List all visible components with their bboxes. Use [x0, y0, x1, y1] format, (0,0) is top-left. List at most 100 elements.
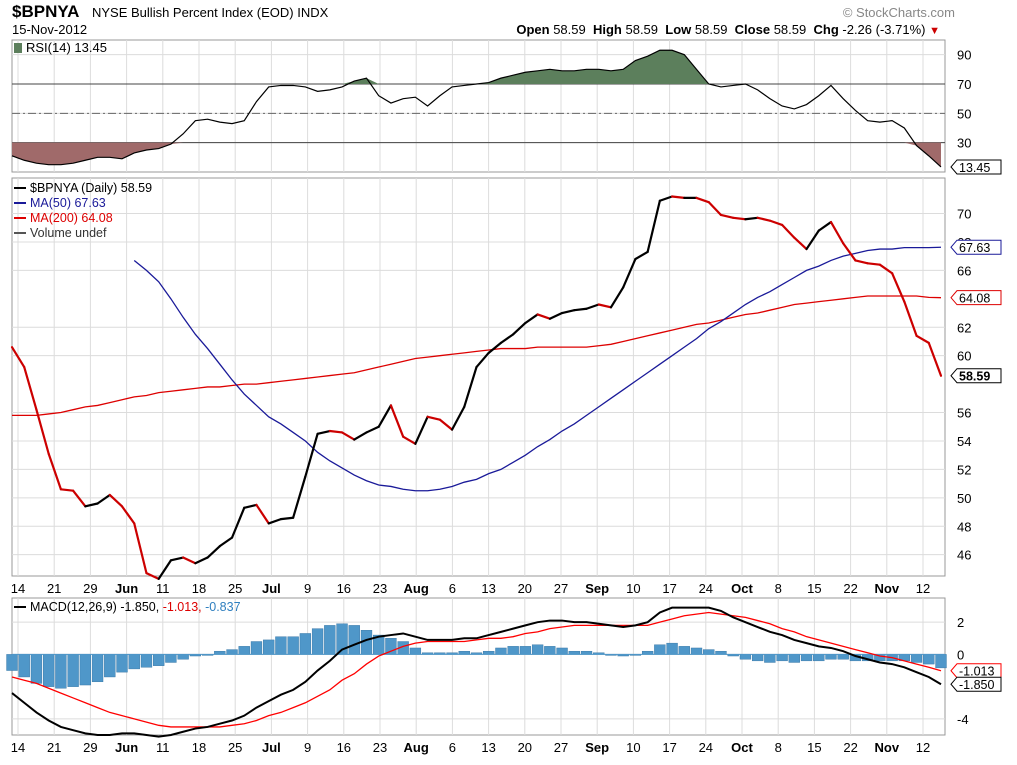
price-panel-frame: [11, 177, 946, 577]
exchange-label: INDX: [297, 5, 329, 20]
price-line-segment: [817, 220, 833, 232]
macd-histogram-bar: [703, 649, 715, 655]
macd-histogram-bar: [825, 654, 837, 660]
price-x-tick-label: 24: [699, 581, 713, 596]
price-line-segment: [10, 346, 26, 369]
macd-x-tick-label: Aug: [404, 740, 429, 755]
ma200-line: [12, 295, 942, 417]
macd-histogram-bar: [165, 654, 177, 663]
price-line-segment: [218, 536, 234, 548]
macd-x-tick-label: 10: [626, 740, 640, 755]
macd-histogram-bar: [654, 644, 666, 655]
macd-histogram-bar: [690, 647, 703, 655]
price-x-tick-label: 12: [916, 581, 930, 596]
price-line-segment: [854, 259, 869, 265]
macd-histogram-bar: [91, 654, 104, 683]
down-arrow-icon: ▼: [929, 25, 940, 37]
macd-histogram-bar: [666, 642, 678, 655]
rsi-legend-icon: [14, 43, 22, 53]
macd-legend-part: -0.837: [205, 600, 240, 614]
rsi-y-tick-label: 70: [957, 77, 971, 92]
close-value: 58.59: [773, 22, 807, 37]
price-legend-label: $BPNYA (Daily) 58.59: [30, 181, 152, 195]
ohlc-summary: Open 58.59 High 58.59 Low 58.59 Close 58…: [516, 22, 940, 37]
macd-histogram-bar: [519, 646, 532, 655]
price-line-segment: [499, 333, 515, 344]
price-x-tick-label: 29: [83, 581, 97, 596]
macd-histogram-bar: [813, 654, 825, 662]
price-y-tick-label: 56: [957, 406, 971, 421]
price-line-segment: [707, 201, 723, 217]
price-line-segment: [463, 365, 478, 408]
price-line-segment: [768, 219, 784, 227]
macd-line: [11, 606, 942, 738]
macd-histogram-bar: [104, 654, 116, 678]
macd-x-tick-label: 9: [304, 740, 311, 755]
price-line-segment: [560, 309, 576, 315]
rsi-value-tag-box: [950, 159, 1002, 175]
macd-histogram-bar: [226, 649, 238, 655]
price-y-tick-label: 54: [957, 434, 971, 449]
price-line-segment: [878, 263, 894, 275]
macd-x-tick-label: 15: [807, 740, 821, 755]
price-line-segment: [573, 307, 588, 312]
macd-y-tick-label: 2: [957, 615, 964, 630]
macd-histogram-bar: [263, 639, 275, 655]
price-line-segment: [96, 493, 111, 505]
price-y-tick-label: 52: [957, 462, 971, 477]
price-x-tick-label: 16: [337, 581, 351, 596]
price-line-segment: [328, 429, 344, 434]
macd-x-tick-label: Jul: [262, 740, 281, 755]
price-line-segment: [145, 572, 160, 580]
macd-histogram-bar: [776, 654, 788, 662]
price-y-tick-label: 48: [957, 519, 971, 534]
price-x-tick-label: 14: [11, 581, 25, 596]
chg-value: -2.26 (-3.71%): [842, 22, 926, 37]
price-x-tick-label: 20: [518, 581, 532, 596]
price-x-tick-label: 17: [662, 581, 676, 596]
price-y-tick-label: 62: [957, 320, 971, 335]
price-x-tick-label: Nov: [875, 581, 900, 596]
price-line-segment: [646, 199, 661, 254]
signal-value-tag-text: -1.013: [959, 665, 994, 679]
chart-description: NYSE Bullish Percent Index (EOD) INDX: [92, 5, 328, 20]
price-line-segment: [35, 408, 50, 455]
macd-histogram-bar: [177, 654, 189, 660]
price-y-tick-label: 66: [957, 263, 971, 278]
macd-legend-label: MACD(12,26,9) -1.850, -1.013, -0.837: [30, 600, 241, 614]
price-line-segment: [267, 518, 283, 525]
price-line-segment: [230, 506, 246, 539]
index-description: NYSE Bullish Percent Index (EOD): [92, 5, 294, 20]
macd-histogram-bar: [311, 628, 324, 655]
price-line-segment: [732, 216, 747, 221]
price-line-segment: [279, 516, 295, 521]
macd-legend-part: MACD(12,26,9): [30, 600, 120, 614]
price-legend-label: MA(200) 64.08: [30, 211, 113, 225]
price-x-tick-label: 27: [554, 581, 568, 596]
signal-value-tag-box: [950, 663, 1002, 679]
price-line-segment: [670, 195, 686, 199]
price-line-segment: [842, 242, 857, 262]
brand-watermark: © StockCharts.com: [842, 5, 955, 20]
macd-x-tick-label: 11: [156, 740, 170, 755]
price-line-segment: [108, 493, 124, 508]
macd-x-tick-label: 23: [373, 740, 387, 755]
macd-histogram-bar: [140, 654, 153, 668]
price-value-tag-text: 58.59: [959, 370, 990, 384]
macd-histogram-bar: [495, 647, 507, 655]
price-line-segment: [157, 559, 173, 580]
price-legend-label: MA(50) 67.63: [30, 196, 106, 210]
price-line-segment: [512, 321, 527, 336]
price-x-tick-label: 18: [192, 581, 206, 596]
price-line-segment: [744, 216, 759, 221]
price-x-tick-label: 23: [373, 581, 387, 596]
open-value: 58.59: [553, 22, 586, 37]
price-line-segment: [658, 195, 674, 202]
price-y-tick-label: 70: [957, 207, 971, 222]
price-line-segment: [304, 432, 319, 478]
price-line-segment: [609, 286, 625, 309]
macd-x-tick-label: 22: [843, 740, 857, 755]
price-line-segment: [353, 431, 368, 441]
price-line-segment: [340, 431, 356, 441]
macd-x-tick-label: 6: [449, 740, 456, 755]
